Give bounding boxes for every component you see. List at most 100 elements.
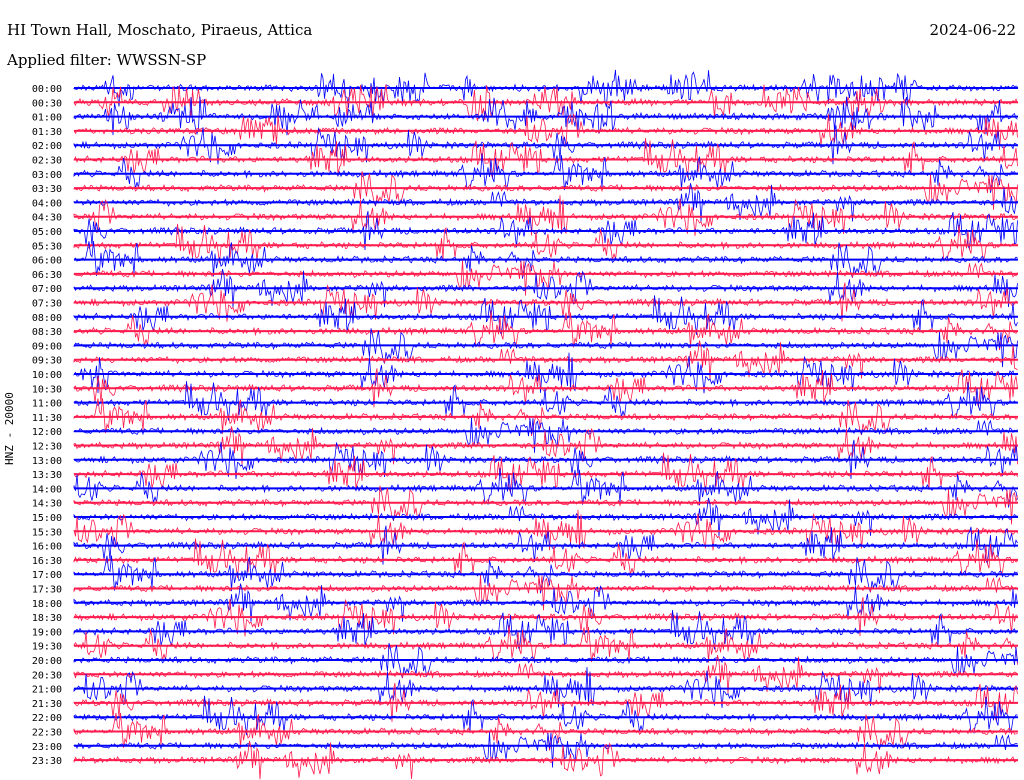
- time-label: 09:00: [32, 341, 62, 352]
- trace-line: [73, 497, 1018, 537]
- time-label: 04:00: [32, 198, 62, 209]
- time-label: 14:30: [32, 499, 62, 510]
- time-label: 05:30: [32, 241, 62, 252]
- time-label: 01:00: [32, 113, 62, 124]
- trace-line: [73, 183, 1018, 222]
- time-label: 23:00: [32, 742, 62, 753]
- time-label: 12:00: [32, 427, 62, 438]
- time-label: 16:30: [32, 556, 62, 567]
- time-label: 10:00: [32, 370, 62, 381]
- trace-line: [73, 682, 1018, 723]
- trace-line: [73, 439, 1018, 480]
- time-label: 15:00: [32, 513, 62, 524]
- trace-line: [73, 597, 1018, 637]
- trace-line: [73, 211, 1018, 251]
- trace-line: [73, 525, 1018, 566]
- trace-line: [73, 609, 1018, 651]
- trace-line: [73, 84, 1018, 122]
- time-label: 06:30: [32, 270, 62, 281]
- time-label: 22:30: [32, 728, 62, 739]
- trace-line: [73, 740, 1018, 780]
- trace-line: [73, 268, 1018, 308]
- time-label: 01:30: [32, 127, 62, 138]
- time-label: 08:00: [32, 313, 62, 324]
- time-label: 17:00: [32, 570, 62, 581]
- trace-line: [73, 125, 1018, 165]
- trace-line: [73, 138, 1018, 179]
- time-label: 08:30: [32, 327, 62, 338]
- trace-line: [73, 538, 1018, 578]
- trace-line: [73, 171, 1018, 210]
- trace-line: [73, 340, 1018, 379]
- time-label: 22:00: [32, 713, 62, 724]
- trace-line: [73, 732, 1018, 768]
- time-label: 20:00: [32, 656, 62, 667]
- trace-line: [73, 467, 1018, 508]
- trace-line: [73, 667, 1018, 708]
- time-label: 00:00: [32, 84, 62, 95]
- time-label: 07:00: [32, 284, 62, 295]
- trace-line: [73, 153, 1018, 193]
- trace-line: [73, 69, 1018, 109]
- trace-line: [73, 712, 1018, 751]
- time-label: 02:30: [32, 156, 62, 167]
- trace-line: [73, 509, 1018, 551]
- time-label: 19:00: [32, 627, 62, 638]
- time-label: 19:30: [32, 642, 62, 653]
- time-label: 06:00: [32, 256, 62, 267]
- time-label: 21:30: [32, 699, 62, 710]
- trace-line: [73, 555, 1018, 594]
- filter-label: Applied filter: WWSSN-SP: [7, 51, 207, 69]
- time-label: 05:00: [32, 227, 62, 238]
- time-label-group: 00:00 00:30 01:00 01:30 02:00 02:30 03:00 03:30…: [32, 84, 62, 767]
- trace-line: [73, 575, 1018, 611]
- trace-line: [73, 195, 1018, 236]
- trace-line: [73, 426, 1018, 465]
- time-label: 04:30: [32, 213, 62, 224]
- trace-line: [73, 223, 1018, 264]
- station-title: HI Town Hall, Moschato, Piraeus, Attica: [7, 21, 313, 39]
- time-label: 02:00: [32, 141, 62, 152]
- time-label: 18:30: [32, 613, 62, 624]
- time-label: 18:00: [32, 599, 62, 610]
- trace-line: [73, 655, 1018, 694]
- trace-line: [73, 695, 1018, 736]
- time-label: 11:30: [32, 413, 62, 424]
- trace-line: [73, 417, 1018, 453]
- trace-line: [73, 625, 1018, 665]
- time-label: 00:30: [32, 98, 62, 109]
- trace-line: [73, 485, 1018, 525]
- trace-line: [73, 381, 1018, 421]
- time-label: 07:30: [32, 299, 62, 310]
- trace-line: [73, 260, 1018, 296]
- trace-line: [73, 240, 1018, 279]
- trace-line: [73, 583, 1018, 622]
- trace-group: [73, 69, 1018, 780]
- time-label: 23:30: [32, 756, 62, 767]
- time-label: 11:00: [32, 399, 62, 410]
- trace-line: [73, 282, 1018, 322]
- time-label: 13:00: [32, 456, 62, 467]
- time-label: 10:30: [32, 384, 62, 395]
- trace-line: [73, 352, 1018, 394]
- time-label: 03:00: [32, 170, 62, 181]
- trace-line: [73, 113, 1018, 150]
- trace-line: [73, 452, 1018, 494]
- time-label: 09:30: [32, 356, 62, 367]
- time-label: 13:30: [32, 470, 62, 481]
- time-label: 17:30: [32, 585, 62, 596]
- time-label: 03:30: [32, 184, 62, 195]
- trace-line: [73, 310, 1018, 351]
- trace-line: [73, 642, 1018, 679]
- trace-line: [73, 96, 1018, 136]
- trace-line: [73, 328, 1018, 368]
- time-label: 14:00: [32, 484, 62, 495]
- time-label: 15:30: [32, 527, 62, 538]
- time-label: 16:00: [32, 542, 62, 553]
- date-label: 2024-06-22: [929, 21, 1016, 39]
- time-label: 20:30: [32, 670, 62, 681]
- time-label: 12:30: [32, 442, 62, 453]
- time-label: 21:00: [32, 685, 62, 696]
- trace-line: [73, 295, 1018, 337]
